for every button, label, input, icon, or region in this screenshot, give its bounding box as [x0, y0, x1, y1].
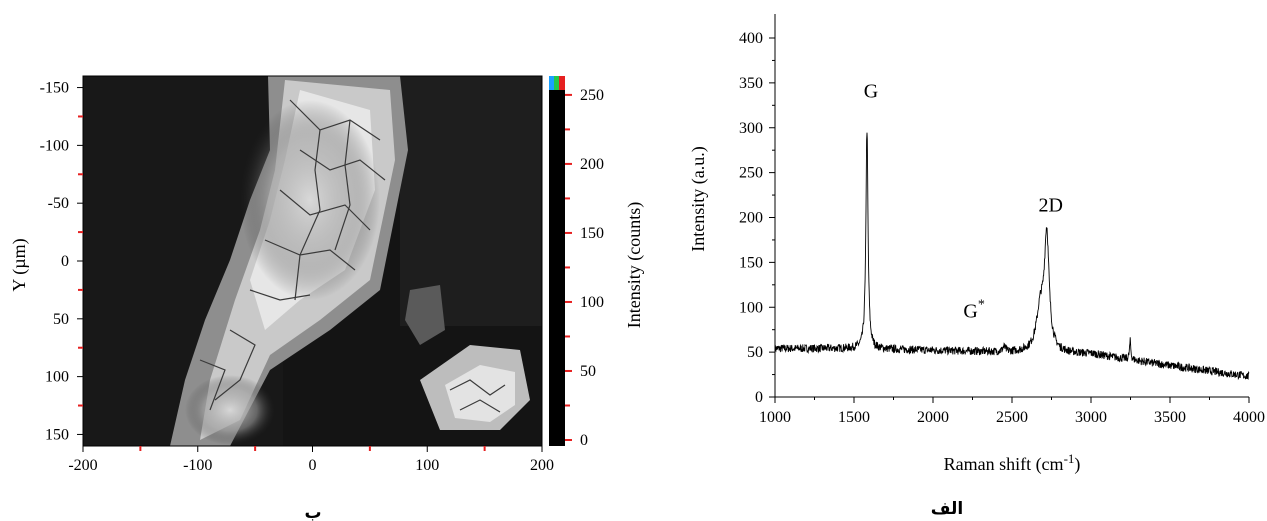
colorbar-label: Intensity (counts) — [624, 202, 645, 328]
colorbar-tick-label: 100 — [580, 294, 604, 311]
map-y-ticks: -150 -100 -50 0 50 100 150 — [40, 80, 83, 443]
raman-y-tick-label: 250 — [739, 165, 763, 182]
raman-x-ticks: 1000 1500 2000 2500 3000 3500 4000 — [759, 397, 1265, 426]
raman-x-tick-label: 3500 — [1154, 409, 1186, 426]
map-y-tick-label: 50 — [53, 311, 69, 328]
raman-spectrum-line — [774, 132, 1250, 381]
raman-y-tick-label: 400 — [739, 30, 763, 47]
raman-y-tick-label: 300 — [739, 120, 763, 137]
map-y-tick-label: 150 — [45, 426, 69, 443]
raman-x-tick-label: 2500 — [996, 409, 1028, 426]
map-y-tick-label: 100 — [45, 369, 69, 386]
map-caption: ب — [304, 503, 321, 521]
raman-y-ticks: 0 50 100 150 200 250 300 350 400 — [739, 30, 775, 406]
microscope-image — [83, 76, 542, 446]
map-y-tick-label: -150 — [40, 80, 69, 97]
raman-x-tick-label: 3000 — [1075, 409, 1107, 426]
raman-y-axis-label: Intensity (a.u.) — [688, 146, 709, 251]
colorbar-ticks: 250 200 150 100 50 0 — [565, 87, 604, 449]
colorbar-tick-label: 0 — [580, 432, 588, 449]
map-x-tick-label: 100 — [415, 457, 439, 474]
raman-panel: 1000 1500 2000 2500 3000 3500 4000 0 50 100 150 20… — [688, 14, 1265, 519]
map-y-tick-label: -50 — [48, 195, 69, 212]
map-x-tick-label: -100 — [183, 457, 212, 474]
colorbar-tick-label: 250 — [580, 87, 604, 104]
raman-y-tick-label: 50 — [747, 344, 763, 361]
map-x-ticks: -200 -100 0 100 200 — [68, 446, 554, 474]
map-y-axis-label: Y (µm) — [9, 238, 30, 291]
grain-boundaries — [199, 99, 506, 413]
raman-y-tick-label: 0 — [755, 389, 763, 406]
peak-label: G — [864, 81, 878, 103]
map-y-tick-label: -100 — [40, 137, 69, 154]
raman-x-tick-label: 2000 — [917, 409, 949, 426]
peak-label: G* — [963, 298, 984, 323]
colorbar — [549, 76, 565, 446]
peak-label: 2D — [1039, 195, 1063, 217]
map-x-tick-label: -200 — [68, 457, 97, 474]
raman-y-tick-label: 200 — [739, 210, 763, 227]
colorbar-tick-label: 200 — [580, 156, 604, 173]
raman-x-tick-label: 4000 — [1233, 409, 1265, 426]
raman-y-tick-label: 150 — [739, 254, 763, 271]
raman-x-tick-label: 1000 — [759, 409, 791, 426]
raman-y-tick-label: 100 — [739, 299, 763, 316]
raman-y-tick-label: 350 — [739, 75, 763, 92]
map-x-tick-label: 0 — [309, 457, 317, 474]
colorbar-tick-label: 150 — [580, 225, 604, 242]
raman-x-tick-label: 1500 — [838, 409, 870, 426]
map-y-tick-label: 0 — [61, 253, 69, 270]
raman-x-axis-label: Raman shift (cm-1) — [944, 451, 1081, 475]
colorbar-tick-label: 50 — [580, 363, 596, 380]
map-x-tick-label: 200 — [530, 457, 554, 474]
peak-labels: G G* 2D — [864, 81, 1063, 323]
raman-caption: الف — [931, 499, 963, 519]
